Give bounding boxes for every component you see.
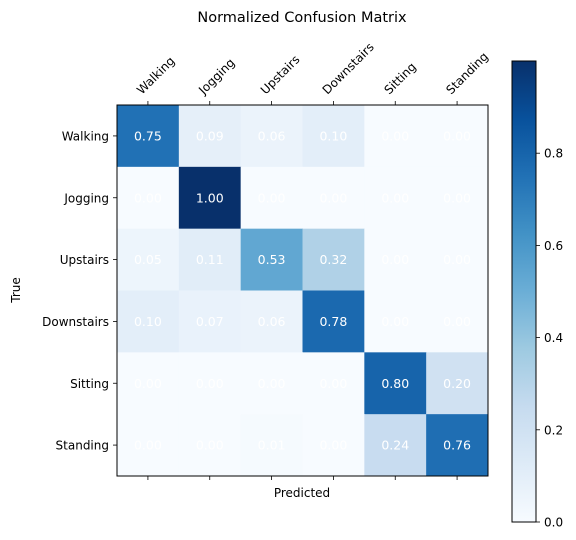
cell-label: 0.00 xyxy=(443,190,471,205)
colorbar: 0.0 0.2 0.4 0.6 0.8 xyxy=(511,60,563,530)
y-tick-label: Walking xyxy=(62,129,109,143)
cell-label: 0.00 xyxy=(381,128,409,143)
cell-label: 0.05 xyxy=(134,252,162,267)
cell-label: 0.00 xyxy=(381,314,409,329)
y-tick-label: Standing xyxy=(56,439,109,453)
cell-label: 0.00 xyxy=(443,252,471,267)
y-axis-label: True xyxy=(9,277,23,304)
cell-walking-downstairs xyxy=(302,105,365,168)
cell-label: 0.11 xyxy=(196,252,224,267)
cell-jogging-downstairs xyxy=(302,166,365,230)
cell-standing-standing xyxy=(426,414,489,477)
cell-walking-jogging xyxy=(178,105,242,168)
x-tick-label: Upstairs xyxy=(258,52,303,97)
cell-standing-sitting xyxy=(364,414,427,477)
cell-label: 0.00 xyxy=(258,190,286,205)
cell-sitting-downstairs xyxy=(302,352,365,415)
cell-sitting-upstairs xyxy=(240,352,303,415)
cell-label: 1.00 xyxy=(196,190,224,205)
cell-walking-standing xyxy=(426,105,489,168)
cell-downstairs-upstairs xyxy=(240,290,303,353)
cell-label: 0.00 xyxy=(319,376,347,391)
cell-label: 0.10 xyxy=(134,314,162,329)
cell-upstairs-standing xyxy=(426,228,489,291)
cell-downstairs-jogging xyxy=(178,290,242,353)
cell-walking-upstairs xyxy=(240,105,303,168)
cell-label: 0.24 xyxy=(381,438,409,453)
x-tick-label: Downstairs xyxy=(320,40,377,97)
cell-downstairs-sitting xyxy=(364,290,427,353)
colorbar-tick-label: 0.6 xyxy=(544,239,563,253)
cell-upstairs-upstairs xyxy=(240,228,303,291)
cell-jogging-jogging xyxy=(178,166,242,230)
x-tick-label: Walking xyxy=(134,54,177,97)
x-axis-label: Predicted xyxy=(274,486,330,500)
cell-label: 0.76 xyxy=(443,438,471,453)
cell-label: 0.20 xyxy=(443,376,471,391)
cell-walking-walking xyxy=(117,105,180,168)
y-tick-label: Sitting xyxy=(70,377,109,391)
cell-label: 0.80 xyxy=(381,376,409,391)
y-tick-label: Upstairs xyxy=(60,253,109,267)
cell-label: 0.00 xyxy=(134,438,162,453)
cell-label: 0.32 xyxy=(319,252,347,267)
cell-upstairs-jogging xyxy=(178,228,242,291)
cell-label: 0.00 xyxy=(196,376,224,391)
cell-label: 0.00 xyxy=(443,314,471,329)
cell-sitting-standing xyxy=(426,352,489,415)
cell-label: 0.78 xyxy=(319,314,347,329)
x-tick-label: Standing xyxy=(443,49,491,97)
colorbar-gradient xyxy=(511,60,537,523)
cell-sitting-walking xyxy=(117,352,180,415)
cell-upstairs-downstairs xyxy=(302,228,365,291)
cell-upstairs-sitting xyxy=(364,228,427,291)
colorbar-tick-label: 0.4 xyxy=(544,331,563,345)
x-tick-label: Sitting xyxy=(381,60,418,97)
heatmap-frame xyxy=(116,104,489,477)
cell-label: 0.00 xyxy=(134,190,162,205)
cell-label: 0.10 xyxy=(319,128,347,143)
y-tick-label: Downstairs xyxy=(42,315,109,329)
x-tick-label: Jogging xyxy=(195,56,237,98)
cell-label: 0.00 xyxy=(381,252,409,267)
cell-downstairs-downstairs xyxy=(302,290,365,353)
cell-label: 0.00 xyxy=(319,190,347,205)
cell-label: 0.00 xyxy=(443,128,471,143)
cell-standing-jogging xyxy=(178,414,242,477)
heatmap: 0.75 0.09 0.06 0.10 0.00 0.00 0.00 1.00 0.00 0.00… xyxy=(117,105,489,477)
cell-upstairs-walking xyxy=(117,228,180,291)
cell-label: 0.07 xyxy=(196,314,224,329)
cell-jogging-upstairs xyxy=(240,166,303,230)
cell-sitting-jogging xyxy=(178,352,242,415)
cell-standing-upstairs xyxy=(240,414,303,477)
y-axis-ticks: Walking Jogging Upstairs Downstairs Sitting S… xyxy=(42,129,117,453)
cell-jogging-standing xyxy=(426,166,489,230)
chart-title: Normalized Confusion Matrix xyxy=(197,10,407,26)
cell-standing-downstairs xyxy=(302,414,365,477)
cell-walking-sitting xyxy=(364,105,427,168)
cell-label: 0.75 xyxy=(134,128,162,143)
y-tick-label: Jogging xyxy=(63,191,109,205)
cell-label: 0.00 xyxy=(134,376,162,391)
cell-label: 0.01 xyxy=(258,438,286,453)
colorbar-tick-label: 0.2 xyxy=(544,423,563,437)
cell-label: 0.06 xyxy=(258,128,286,143)
colorbar-tick-label: 0.0 xyxy=(544,516,563,530)
colorbar-ticks: 0.0 0.2 0.4 0.6 0.8 xyxy=(536,147,563,530)
cell-downstairs-standing xyxy=(426,290,489,353)
cell-label: 0.53 xyxy=(258,252,286,267)
cell-standing-walking xyxy=(117,414,180,477)
cell-label: 0.06 xyxy=(258,314,286,329)
cell-label: 0.00 xyxy=(319,438,347,453)
cell-sitting-sitting xyxy=(364,352,427,415)
cell-jogging-sitting xyxy=(364,166,427,230)
cell-label: 0.00 xyxy=(196,438,224,453)
cell-label: 0.09 xyxy=(196,128,224,143)
cell-downstairs-walking xyxy=(117,290,180,353)
cell-jogging-walking xyxy=(117,166,180,230)
cell-label: 0.00 xyxy=(381,190,409,205)
colorbar-tick-label: 0.8 xyxy=(544,147,563,161)
cell-label: 0.00 xyxy=(258,376,286,391)
